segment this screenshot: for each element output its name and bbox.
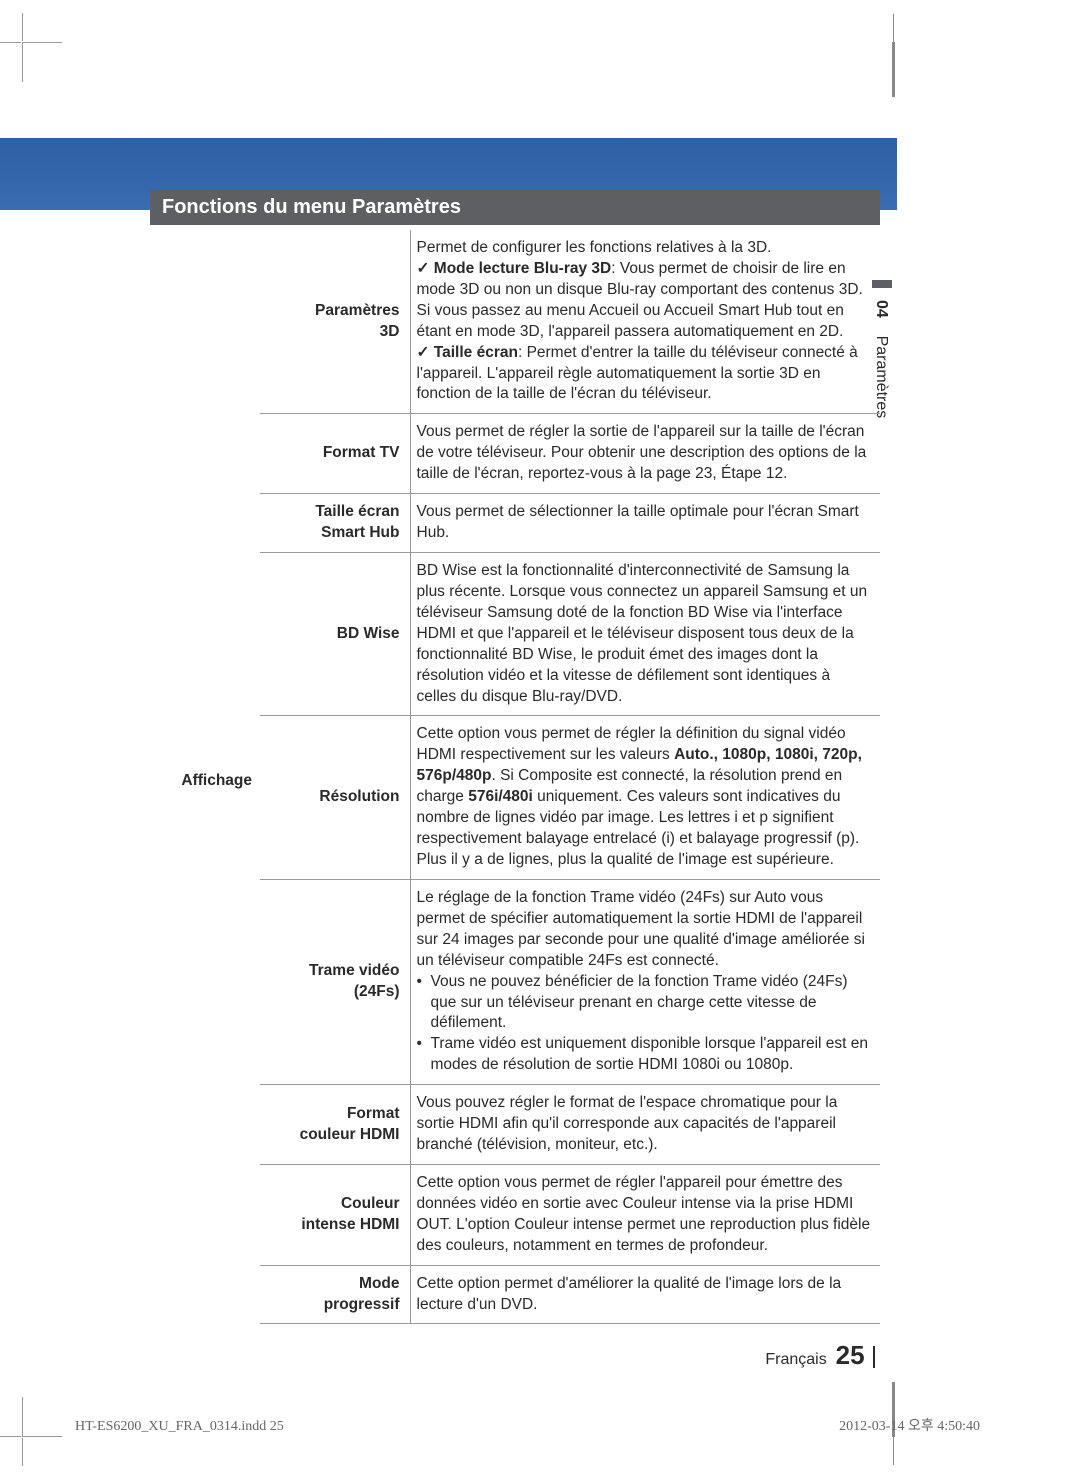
table-row: AffichageParamètres3DPermet de configure… bbox=[150, 230, 880, 414]
settings-table: AffichageParamètres3DPermet de configure… bbox=[150, 230, 880, 1324]
setting-description: Vous permet de régler la sortie de l'app… bbox=[410, 414, 880, 494]
category-label: Affichage bbox=[150, 230, 260, 1324]
setting-description: BD Wise est la fonctionnalité d'intercon… bbox=[410, 552, 880, 715]
setting-label: Modeprogressif bbox=[260, 1265, 410, 1324]
section-title: Fonctions du menu Paramètres bbox=[150, 190, 880, 225]
setting-description: Vous permet de sélectionner la taille op… bbox=[410, 494, 880, 553]
setting-label: Résolution bbox=[260, 716, 410, 879]
crop-mark bbox=[892, 42, 895, 97]
page-number: 25 bbox=[836, 1340, 865, 1370]
page-footer-right: Français 25 bbox=[765, 1340, 875, 1371]
table-row: Trame vidéo(24Fs)Le réglage de la foncti… bbox=[150, 879, 880, 1084]
setting-label: BD Wise bbox=[260, 552, 410, 715]
table-row: RésolutionCette option vous permet de ré… bbox=[150, 716, 880, 879]
setting-label: Trame vidéo(24Fs) bbox=[260, 879, 410, 1084]
setting-description: Cette option vous permet de régler la dé… bbox=[410, 716, 880, 879]
page-bar bbox=[873, 1346, 875, 1368]
setting-description: Permet de configurer les fonctions relat… bbox=[410, 230, 880, 414]
setting-label: Formatcouleur HDMI bbox=[260, 1085, 410, 1165]
setting-description: Le réglage de la fonction Trame vidéo (2… bbox=[410, 879, 880, 1084]
crop-mark bbox=[22, 42, 62, 82]
crop-mark bbox=[22, 1397, 62, 1437]
setting-label: Taille écranSmart Hub bbox=[260, 494, 410, 553]
file-stamp: HT-ES6200_XU_FRA_0314.indd 25 bbox=[75, 1419, 284, 1435]
setting-label: Couleurintense HDMI bbox=[260, 1164, 410, 1265]
setting-label: Format TV bbox=[260, 414, 410, 494]
table-row: Formatcouleur HDMIVous pouvez régler le … bbox=[150, 1085, 880, 1165]
date-stamp: 2012-03-14 오후 4:50:40 bbox=[839, 1415, 980, 1435]
table-row: ModeprogressifCette option permet d'amél… bbox=[150, 1265, 880, 1324]
table-row: Taille écranSmart HubVous permet de séle… bbox=[150, 494, 880, 553]
table-row: BD WiseBD Wise est la fonctionnalité d'i… bbox=[150, 552, 880, 715]
manual-page: 04 Paramètres Fonctions du menu Paramètr… bbox=[0, 0, 1080, 1479]
table-row: Couleurintense HDMICette option vous per… bbox=[150, 1164, 880, 1265]
setting-description: Cette option vous permet de régler l'app… bbox=[410, 1164, 880, 1265]
content-area: Fonctions du menu Paramètres AffichagePa… bbox=[150, 230, 880, 1324]
setting-label: Paramètres3D bbox=[260, 230, 410, 414]
language-label: Français bbox=[765, 1351, 826, 1368]
setting-description: Vous pouvez régler le format de l'espace… bbox=[410, 1085, 880, 1165]
table-row: Format TVVous permet de régler la sortie… bbox=[150, 414, 880, 494]
setting-description: Cette option permet d'améliorer la quali… bbox=[410, 1265, 880, 1324]
